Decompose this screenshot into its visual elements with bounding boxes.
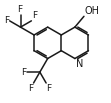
Text: F: F [28,84,33,93]
Text: F: F [21,68,26,77]
Text: F: F [32,11,37,20]
Text: F: F [18,5,23,14]
Text: F: F [47,84,52,93]
Text: N: N [76,59,83,69]
Text: F: F [4,16,9,25]
Text: OH: OH [85,6,100,16]
